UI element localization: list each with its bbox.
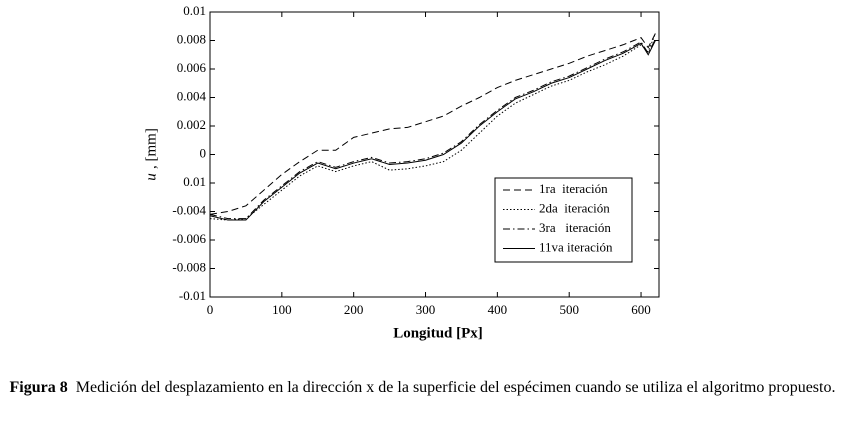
legend-label: 11va iteración <box>539 239 613 254</box>
y-tick-label: -0.008 <box>172 259 206 274</box>
chart: Longitud [Px] u , [mm] -0.01 -0.008 -0.006… <box>143 3 660 341</box>
x-tick-label: 100 <box>272 302 292 317</box>
x-tick-label: 300 <box>416 302 436 317</box>
x-tick-label: 400 <box>488 302 508 317</box>
y-tick-label: 0.01 <box>183 3 206 18</box>
x-tick-label: 500 <box>559 302 579 317</box>
x-tick-label: 600 <box>631 302 651 317</box>
y-tick-label: -0.004 <box>172 202 206 217</box>
x-axis-label: Longitud [Px] <box>393 325 483 341</box>
y-tick-label: 0 <box>200 145 207 160</box>
y-tick-label: 0.008 <box>177 31 206 46</box>
legend-label: 3ra iteración <box>539 220 611 235</box>
series-line <box>209 33 656 221</box>
legend-label: 2da iteración <box>539 200 610 215</box>
caption: Figura 8 Medición del desplazamiento en … <box>5 378 840 398</box>
legend-label: 1ra iteración <box>539 181 608 196</box>
y-tick-label: -0.01 <box>179 288 206 303</box>
x-tick-label: 0 <box>207 302 214 317</box>
series-line <box>209 40 656 221</box>
x-tick-label: 200 <box>344 302 364 317</box>
y-tick-label: 0.004 <box>177 88 207 103</box>
series-line <box>209 38 656 220</box>
y-tick-label: 0.002 <box>177 117 206 132</box>
y-tick-label: 0.006 <box>177 60 207 75</box>
caption-label: Figura 8 <box>9 379 68 396</box>
y-axis-var: u <box>143 173 159 181</box>
series-line <box>209 33 656 215</box>
caption-text: Medición del desplazamiento en la direcc… <box>75 379 836 396</box>
y-tick-label: 0.01 <box>183 174 206 189</box>
y-axis-unit: , [mm] <box>143 128 159 169</box>
y-axis-label: u , [mm] <box>143 128 159 181</box>
y-tick-label: -0.006 <box>172 231 206 246</box>
